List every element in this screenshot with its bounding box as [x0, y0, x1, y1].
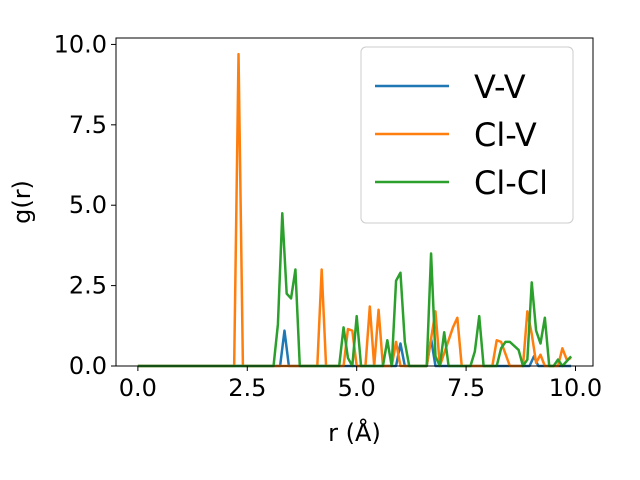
legend-box	[360, 46, 574, 224]
series-line-cl-cl	[137, 212, 573, 368]
y-tick-label: 2.5	[69, 272, 107, 300]
x-tick-label: 5.0	[338, 374, 376, 402]
y-tick-label: 5.0	[69, 191, 107, 219]
legend: V-V Cl-V Cl-Cl	[360, 46, 574, 224]
x-tick-label: 10.0	[549, 374, 602, 402]
x-tick-label: 0.0	[119, 374, 157, 402]
x-tick-label: 2.5	[228, 374, 266, 402]
legend-label-cl-cl: Cl-Cl	[474, 164, 548, 202]
legend-label-v-v: V-V	[474, 68, 526, 106]
x-tick-label: 7.5	[447, 374, 485, 402]
legend-label-cl-v: Cl-V	[474, 116, 537, 154]
y-tick-label: 10.0	[54, 30, 107, 58]
y-axis-label: g(r)	[8, 180, 36, 224]
y-tick-label: 0.0	[69, 352, 107, 380]
y-tick-label: 7.5	[69, 111, 107, 139]
x-axis-label: r (Å)	[328, 418, 381, 447]
y-axis: 0.0 2.5 5.0 7.5 10.0	[54, 30, 116, 380]
axes-frame	[115, 37, 594, 367]
x-axis: 0.0 2.5 5.0 7.5 10.0	[119, 366, 602, 402]
